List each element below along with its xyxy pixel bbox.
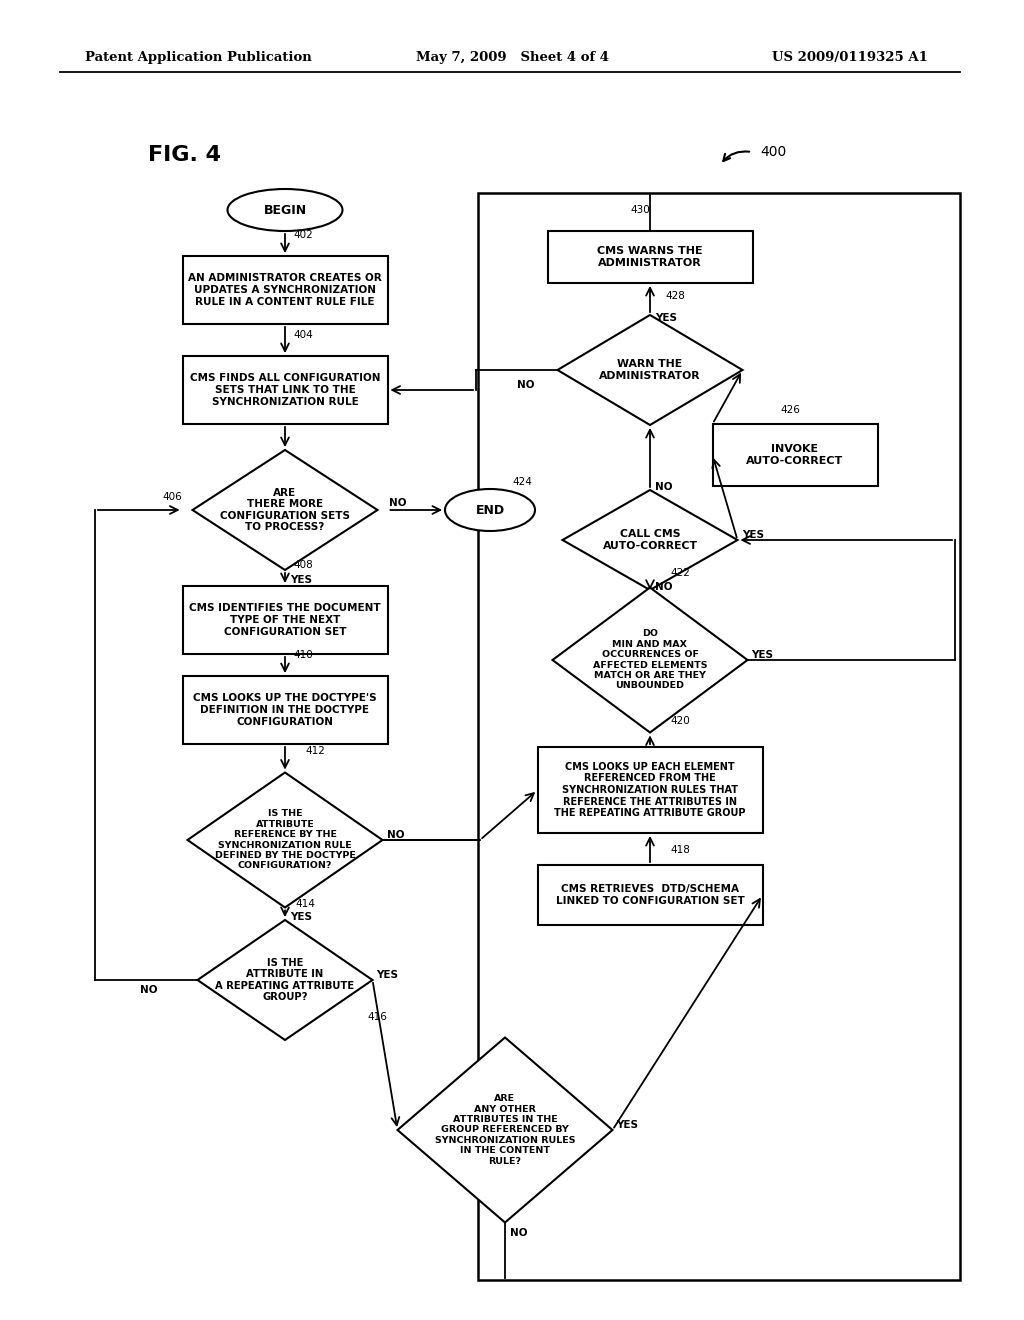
Text: 400: 400 (760, 145, 786, 158)
Text: DO
MIN AND MAX
OCCURRENCES OF
AFFECTED ELEMENTS
MATCH OR ARE THEY
UNBOUNDED: DO MIN AND MAX OCCURRENCES OF AFFECTED E… (593, 630, 708, 690)
Polygon shape (553, 587, 748, 733)
Bar (182, 256, 387, 323)
Text: IS THE
ATTRIBUTE
REFERENCE BY THE
SYNCHRONIZATION RULE
DEFINED BY THE DOCTYPE
CO: IS THE ATTRIBUTE REFERENCE BY THE SYNCHR… (215, 809, 355, 870)
Text: 430: 430 (630, 205, 650, 215)
Text: 404: 404 (293, 330, 312, 341)
Text: NO: NO (517, 380, 535, 389)
Bar (478, 193, 961, 1280)
Ellipse shape (445, 488, 535, 531)
Text: ARE
ANY OTHER
ATTRIBUTES IN THE
GROUP REFERENCED BY
SYNCHRONIZATION RULES
IN THE: ARE ANY OTHER ATTRIBUTES IN THE GROUP RE… (435, 1094, 575, 1166)
Bar (548, 231, 753, 282)
Text: FIG. 4: FIG. 4 (148, 145, 221, 165)
Polygon shape (198, 920, 373, 1040)
Text: 426: 426 (780, 405, 800, 414)
Text: 420: 420 (670, 715, 690, 726)
Text: 410: 410 (293, 649, 312, 660)
Text: CMS RETRIEVES  DTD/SCHEMA
LINKED TO CONFIGURATION SET: CMS RETRIEVES DTD/SCHEMA LINKED TO CONFI… (556, 884, 744, 906)
Text: 414: 414 (295, 899, 314, 909)
Text: 402: 402 (293, 230, 312, 240)
Text: YES: YES (616, 1119, 639, 1130)
Text: NO: NO (386, 830, 404, 840)
Polygon shape (562, 490, 737, 590)
Text: AN ADMINISTRATOR CREATES OR
UPDATES A SYNCHRONIZATION
RULE IN A CONTENT RULE FIL: AN ADMINISTRATOR CREATES OR UPDATES A SY… (188, 273, 382, 306)
Text: 418: 418 (670, 845, 690, 855)
Text: IS THE
ATTRIBUTE IN
A REPEATING ATTRIBUTE
GROUP?: IS THE ATTRIBUTE IN A REPEATING ATTRIBUT… (215, 957, 354, 1002)
Ellipse shape (227, 189, 342, 231)
Text: BEGIN: BEGIN (263, 203, 306, 216)
Text: 422: 422 (670, 569, 690, 578)
Bar (182, 356, 387, 424)
Bar (182, 676, 387, 744)
Text: 424: 424 (512, 477, 532, 487)
Text: YES: YES (752, 649, 773, 660)
Text: CMS LOOKS UP THE DOCTYPE'S
DEFINITION IN THE DOCTYPE
CONFIGURATION: CMS LOOKS UP THE DOCTYPE'S DEFINITION IN… (194, 693, 377, 726)
Polygon shape (193, 450, 378, 570)
Text: NO: NO (655, 482, 673, 492)
Text: 408: 408 (293, 560, 312, 570)
Bar (713, 424, 878, 486)
Polygon shape (557, 315, 742, 425)
Text: 416: 416 (368, 1012, 387, 1023)
Text: Patent Application Publication: Patent Application Publication (85, 51, 311, 65)
Text: NO: NO (510, 1229, 527, 1238)
Text: May 7, 2009   Sheet 4 of 4: May 7, 2009 Sheet 4 of 4 (416, 51, 608, 65)
Polygon shape (187, 772, 383, 908)
Text: CMS WARNS THE
ADMINISTRATOR: CMS WARNS THE ADMINISTRATOR (597, 247, 702, 268)
Text: 428: 428 (665, 290, 685, 301)
Text: END: END (475, 503, 505, 516)
Bar (182, 586, 387, 653)
Text: NO: NO (140, 985, 158, 995)
Text: ARE
THERE MORE
CONFIGURATION SETS
TO PROCESS?: ARE THERE MORE CONFIGURATION SETS TO PRO… (220, 487, 350, 532)
Text: CALL CMS
AUTO-CORRECT: CALL CMS AUTO-CORRECT (602, 529, 697, 550)
Text: YES: YES (377, 970, 398, 979)
Text: NO: NO (655, 582, 673, 593)
Bar (538, 747, 763, 833)
Text: CMS IDENTIFIES THE DOCUMENT
TYPE OF THE NEXT
CONFIGURATION SET: CMS IDENTIFIES THE DOCUMENT TYPE OF THE … (189, 603, 381, 636)
Bar (538, 865, 763, 925)
Text: 412: 412 (305, 747, 325, 756)
Text: 406: 406 (163, 492, 182, 502)
Text: CMS FINDS ALL CONFIGURATION
SETS THAT LINK TO THE
SYNCHRONIZATION RULE: CMS FINDS ALL CONFIGURATION SETS THAT LI… (189, 374, 380, 407)
Text: WARN THE
ADMINISTRATOR: WARN THE ADMINISTRATOR (599, 359, 700, 380)
Polygon shape (397, 1038, 612, 1222)
Text: YES: YES (742, 531, 765, 540)
Text: YES: YES (290, 912, 312, 921)
Text: CMS LOOKS UP EACH ELEMENT
REFERENCED FROM THE
SYNCHRONIZATION RULES THAT
REFEREN: CMS LOOKS UP EACH ELEMENT REFERENCED FRO… (554, 762, 745, 818)
Text: YES: YES (655, 313, 677, 323)
Text: YES: YES (290, 576, 312, 585)
Text: US 2009/0119325 A1: US 2009/0119325 A1 (772, 51, 928, 65)
Text: INVOKE
AUTO-CORRECT: INVOKE AUTO-CORRECT (746, 445, 844, 466)
Text: NO: NO (389, 498, 407, 508)
